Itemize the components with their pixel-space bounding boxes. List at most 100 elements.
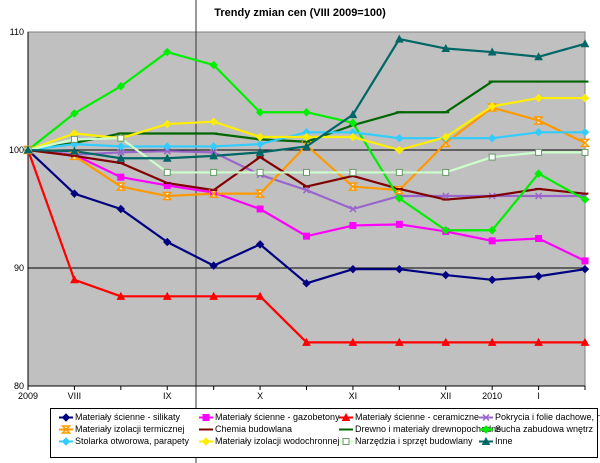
data-point-4 (254, 189, 266, 198)
data-point-2 (70, 275, 79, 284)
data-point-9 (580, 93, 590, 103)
legend-marker (481, 437, 491, 445)
data-point-8 (534, 128, 543, 137)
data-point-0 (209, 261, 218, 270)
data-point-11 (70, 146, 79, 155)
x-tick-label: VIII (68, 391, 82, 401)
data-point-7 (534, 169, 543, 178)
legend-marker (60, 425, 72, 434)
data-point-7 (487, 226, 497, 235)
legend-swatch (59, 413, 73, 422)
data-point-10 (581, 148, 589, 156)
data-point-7 (302, 108, 311, 117)
data-point-0 (580, 264, 590, 274)
data-point-10 (117, 134, 125, 142)
data-point-7 (163, 47, 172, 57)
data-point-10 (349, 168, 357, 176)
data-point-2 (534, 337, 543, 346)
data-point-2 (302, 337, 311, 346)
data-point-10 (163, 168, 171, 176)
legend-label: Materiały ścienne - ceramiczne (355, 412, 480, 422)
data-point-1 (535, 235, 543, 242)
data-point-2 (255, 291, 265, 300)
data-point-2 (348, 337, 358, 346)
legend-swatch (479, 425, 493, 434)
data-point-3 (349, 205, 357, 213)
data-point-1 (581, 257, 589, 265)
legend-marker (202, 414, 210, 421)
data-point-9 (255, 132, 265, 142)
data-point-10 (442, 168, 450, 176)
legend-label: Materiały ścienne - gazobetony (215, 412, 340, 422)
legend-marker (61, 413, 71, 422)
x-tick-label: 2010 (482, 391, 502, 401)
data-point-1 (488, 237, 496, 245)
data-point-0 (348, 264, 358, 274)
data-point-0 (70, 189, 79, 198)
data-point-2 (441, 337, 451, 346)
data-point-0 (395, 264, 404, 274)
data-point-9 (302, 132, 311, 142)
data-point-8 (163, 142, 172, 151)
x-tick-label: XII (440, 391, 451, 401)
legend-swatch (479, 413, 493, 422)
data-point-10 (70, 135, 78, 143)
data-point-4 (579, 138, 591, 148)
data-point-3 (302, 186, 311, 194)
legend-marker (201, 437, 211, 446)
y-tick-label: 110 (10, 27, 24, 37)
data-point-11 (487, 47, 497, 56)
data-point-1 (303, 232, 310, 240)
data-point-0 (441, 270, 450, 280)
legend-label: Chemia budowlana (215, 424, 293, 434)
data-point-8 (487, 133, 497, 143)
data-point-0 (255, 240, 265, 249)
data-point-7 (580, 195, 590, 204)
data-point-11 (534, 52, 543, 61)
data-point-10 (303, 168, 310, 176)
legend-marker (482, 413, 490, 422)
data-point-2 (116, 291, 126, 300)
legend: Materiały ścienne - silikaty Materiały śc… (50, 408, 600, 458)
plot-background (27, 31, 586, 387)
data-point-8 (209, 142, 218, 151)
legend-label: Pokrycia i folie dachowe, rynny (495, 412, 600, 422)
legend-label: Narzędzia i sprzęt budowlany (355, 436, 473, 446)
legend-swatch (339, 438, 353, 445)
data-point-8 (395, 133, 404, 143)
data-point-11 (209, 151, 219, 160)
data-point-0 (163, 237, 172, 247)
data-point-10 (535, 148, 543, 156)
data-point-1 (395, 220, 403, 228)
data-point-9 (441, 132, 450, 142)
data-point-7 (255, 108, 265, 117)
legend-label: Materiały izolacji wodochronnej (215, 436, 340, 446)
data-point-4 (115, 182, 127, 191)
data-point-11 (255, 147, 265, 156)
data-point-3 (117, 148, 125, 156)
data-point-11 (23, 145, 33, 154)
y-tick-label: 100 (9, 145, 24, 155)
data-point-2 (162, 291, 172, 300)
legend-label: Materiały ścienne - silikaty (75, 412, 181, 422)
data-point-3 (442, 192, 450, 200)
x-tick-label: X (257, 391, 263, 401)
data-point-1 (256, 205, 264, 213)
data-point-11 (348, 110, 358, 119)
data-point-9 (534, 93, 543, 103)
legend-label: Stolarka otworowa, parapety (75, 436, 190, 446)
chart-title: Trendy zmian cen (VIII 2009=100) (214, 7, 386, 19)
data-point-10 (395, 168, 403, 176)
data-point-7 (70, 109, 79, 118)
data-point-2 (580, 337, 590, 346)
data-point-1 (117, 173, 125, 181)
x-tick-label: I (537, 391, 540, 401)
data-point-11 (580, 39, 590, 48)
data-point-4 (161, 191, 173, 201)
data-point-8 (116, 142, 126, 151)
data-point-7 (116, 82, 126, 91)
data-point-10 (256, 168, 264, 176)
data-point-0 (534, 272, 543, 281)
data-point-9 (163, 119, 172, 129)
data-point-7 (209, 60, 218, 70)
